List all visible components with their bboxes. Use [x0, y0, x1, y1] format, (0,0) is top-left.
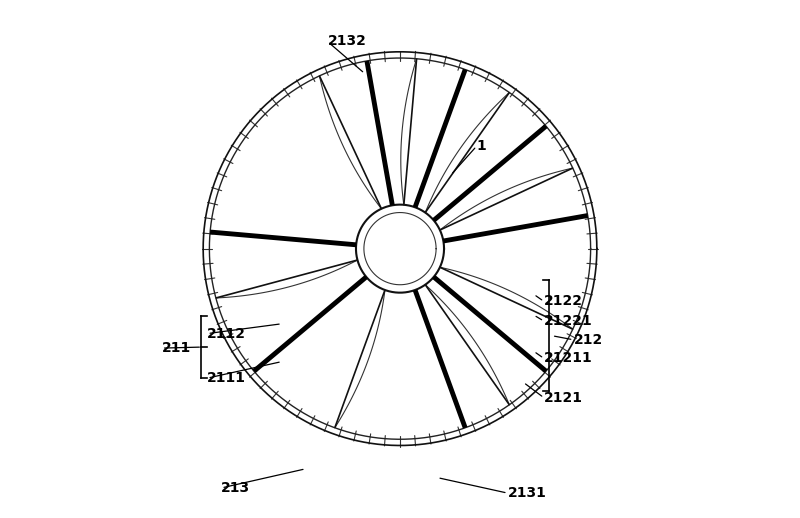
Text: 21211: 21211 — [544, 351, 593, 366]
Text: 213: 213 — [222, 481, 250, 495]
Text: 2132: 2132 — [327, 34, 366, 49]
Text: 212: 212 — [574, 333, 602, 347]
Text: 2121: 2121 — [544, 391, 583, 405]
Text: 1: 1 — [477, 139, 486, 153]
Text: 2131: 2131 — [508, 486, 546, 500]
Text: 2122: 2122 — [544, 294, 583, 309]
Text: 2111: 2111 — [207, 371, 246, 385]
Text: 2112: 2112 — [207, 326, 246, 341]
Text: 211: 211 — [162, 341, 191, 355]
Text: 21221: 21221 — [544, 314, 593, 328]
